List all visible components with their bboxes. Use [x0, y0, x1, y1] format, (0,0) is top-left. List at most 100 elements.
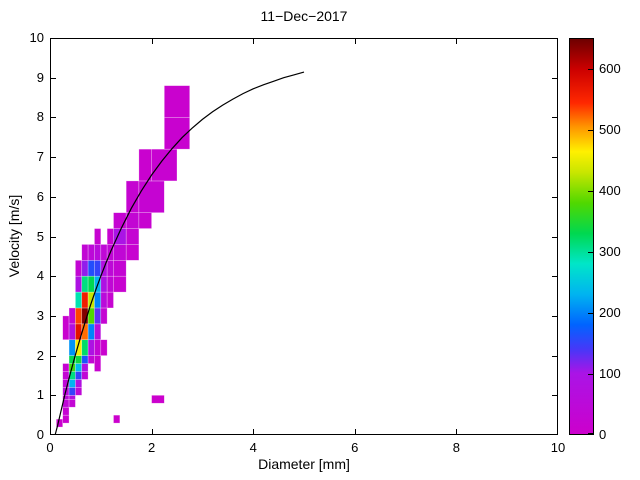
heatmap-cell — [87, 260, 95, 277]
x-tick-label: 10 — [550, 440, 566, 455]
heatmap-cell — [94, 323, 102, 341]
x-tick-label: 4 — [249, 440, 257, 455]
heatmap-cell — [81, 339, 89, 356]
y-tick-label: 7 — [36, 149, 44, 165]
heatmap-cell — [87, 355, 95, 364]
x-tick-label: 2 — [147, 440, 156, 455]
heatmap-cell — [94, 291, 102, 309]
heatmap-cell — [94, 307, 102, 325]
heatmap-cell — [75, 363, 83, 372]
heatmap-cell — [94, 244, 102, 261]
heatmap-cell — [138, 212, 152, 229]
heatmap-cell — [138, 148, 152, 182]
heatmap-cell — [100, 339, 108, 356]
terminal-velocity-curve — [54, 71, 305, 435]
heatmap-cell — [87, 244, 95, 261]
heatmap-cell — [125, 244, 140, 261]
heatmap-cell — [113, 275, 127, 293]
heatmap-cell — [68, 398, 76, 408]
heatmap-cell — [100, 244, 108, 261]
x-tick-label: 8 — [452, 440, 460, 455]
heatmap-canvas — [50, 38, 558, 435]
heatmap-cell — [62, 414, 70, 424]
heatmap-cell — [138, 180, 165, 213]
y-tick-label: 9 — [36, 69, 44, 85]
heatmap-cell — [87, 275, 95, 293]
heatmap-cell — [75, 371, 83, 380]
heatmap-cell — [164, 85, 191, 118]
heatmap-cell — [62, 406, 70, 416]
chart-title: 11−Dec−2017 — [260, 8, 348, 24]
heatmap-cell — [151, 394, 165, 404]
heatmap-cell — [68, 307, 76, 325]
heatmap-cell — [68, 323, 76, 341]
heatmap-cell — [62, 363, 70, 372]
x-tick-label: 0 — [46, 440, 54, 455]
colorbar-tick-label: 500 — [599, 121, 621, 137]
heatmap-cell — [68, 379, 76, 388]
heatmap-cell — [75, 355, 83, 364]
heatmap-cell — [68, 394, 76, 400]
colorbar-tick — [588, 190, 593, 192]
colorbar — [569, 38, 594, 435]
heatmap-cell — [113, 414, 121, 424]
colorbar-tick-label: 300 — [599, 243, 621, 259]
heatmap-cell — [81, 275, 89, 293]
heatmap-cell — [81, 371, 89, 380]
colorbar-tick-label: 0 — [599, 427, 607, 442]
heatmap-cell — [125, 228, 140, 245]
y-tick-label: 4 — [36, 268, 44, 284]
colorbar-tick — [588, 433, 593, 434]
y-tick-label: 5 — [36, 228, 44, 244]
colorbar-gradient — [570, 39, 593, 434]
colorbar-tick-label: 600 — [599, 60, 621, 76]
heatmap-cell — [68, 339, 76, 356]
plot-area — [50, 38, 558, 435]
y-tick-label: 10 — [29, 30, 44, 45]
heatmap-cell — [75, 275, 83, 293]
heatmap-cell — [151, 148, 178, 182]
heatmap-cell — [94, 228, 102, 245]
x-tick-label: 6 — [351, 440, 359, 455]
heatmap-cell — [81, 260, 89, 277]
heatmap-cell — [62, 315, 70, 341]
heatmap-cell — [81, 363, 89, 372]
heatmap-cell — [94, 339, 102, 356]
heatmap-cell — [68, 387, 76, 396]
heatmap-cell — [81, 291, 89, 309]
heatmap-cell — [87, 291, 95, 309]
heatmap-cell — [100, 291, 108, 309]
heatmap-cell — [94, 355, 102, 372]
heatmap-cell — [62, 371, 70, 380]
heatmap-cell — [106, 228, 114, 245]
y-tick-label: 2 — [36, 347, 44, 363]
heatmap-cell — [75, 291, 83, 309]
heatmap-cell — [125, 180, 140, 213]
heatmap-cell — [75, 307, 83, 325]
heatmap-cell — [75, 260, 83, 277]
heatmap-cell — [81, 244, 89, 261]
heatmap-cell — [113, 244, 127, 261]
colorbar-tick-label: 400 — [599, 182, 621, 198]
colorbar-tick-label: 100 — [599, 365, 621, 381]
heatmap-cell — [113, 260, 127, 277]
colorbar-tick-label: 200 — [599, 304, 621, 320]
heatmap-cell — [113, 212, 127, 229]
y-tick-label: 8 — [36, 109, 44, 125]
heatmap-cell — [106, 291, 114, 309]
heatmap-cell — [100, 275, 108, 293]
y-tick-label: 0 — [36, 427, 44, 442]
colorbar-tick — [588, 251, 593, 253]
colorbar-tick — [588, 312, 593, 314]
heatmap-cell — [81, 355, 89, 364]
y-tick-label: 6 — [36, 188, 44, 204]
x-axis-label: Diameter [mm] — [258, 456, 350, 472]
heatmap-cell — [106, 260, 114, 277]
colorbar-tick — [588, 68, 593, 70]
heatmap-cell — [87, 323, 95, 341]
colorbar-tick — [588, 373, 593, 375]
heatmap-cell — [75, 387, 83, 396]
heatmap-cell — [94, 260, 102, 277]
y-tick-label: 3 — [36, 307, 44, 323]
